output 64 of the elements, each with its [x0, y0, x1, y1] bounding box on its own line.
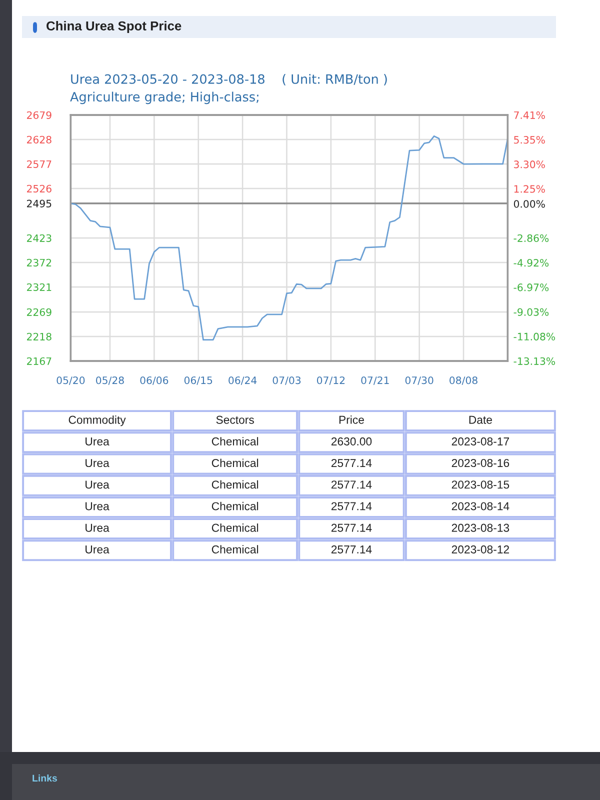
x-tick-label: 07/30 [405, 376, 434, 385]
y-tick-label: 2526 [27, 184, 52, 193]
y-tick-label: 2321 [27, 283, 52, 292]
category-label: Price [339, 415, 364, 424]
text: 2577.14 [331, 480, 372, 489]
y-tick-label: 2495 [27, 200, 52, 208]
y-tick-label: 2167 [27, 357, 52, 365]
text: 2023-08-13 [452, 524, 510, 532]
text: Urea [86, 524, 110, 532]
y-tick-label: 2679 [27, 111, 52, 119]
y2-tick-label: -9.03% [514, 308, 549, 316]
text: Chemical [212, 502, 258, 510]
x-tick-label: 06/24 [228, 376, 257, 385]
y2-tick-label: -6.97% [514, 284, 549, 292]
y2-tick-label: -11.08% [514, 332, 556, 340]
text: 2577.14 [331, 502, 372, 510]
text: Chemical [212, 545, 258, 554]
text: 2577.14 [331, 545, 372, 554]
text: 2023-08-12 [452, 545, 509, 554]
text: Urea [86, 459, 110, 468]
text: 2630.00 [331, 437, 372, 446]
x-tick-label: 07/12 [316, 376, 345, 385]
x-tick-label: 07/03 [272, 376, 301, 385]
text: Chemical [212, 458, 258, 468]
y-tick-label: 2372 [27, 258, 52, 266]
y-tick-label: 2218 [27, 332, 52, 340]
line-series [70, 135, 508, 341]
y2-tick-label: 7.41% [514, 111, 545, 119]
text: Chemical [212, 480, 258, 489]
y-tick-label: 2423 [27, 234, 52, 242]
y2-tick-label: -4.92% [514, 259, 549, 267]
text: Links [32, 774, 57, 782]
x-tick-label: 06/15 [184, 376, 212, 385]
chart-subtitle: Urea 2023-05-20 - 2023-08-18 ( Unit: RMB/ton ) Agriculture grade; High-class; [70, 74, 387, 104]
x-tick-label: 06/06 [140, 376, 168, 385]
text: 2023-08-15 [452, 480, 510, 489]
x-tick-label: 05/20 [56, 376, 85, 385]
category-label: Sectors [216, 416, 254, 424]
x-tick-label: 08/08 [450, 376, 478, 385]
text: 2577.14 [331, 524, 372, 532]
text: 2023-08-14 [452, 502, 510, 510]
text: 2023-08-16 [452, 458, 510, 468]
text: Chemical [212, 437, 258, 446]
text: Urea [86, 480, 110, 489]
x-tick-label: 07/21 [361, 376, 389, 385]
text: Urea [86, 438, 110, 446]
x-tick-label: 05/28 [96, 376, 124, 385]
text: Chemical [212, 523, 258, 532]
text: 2577.14 [331, 458, 372, 468]
category-label: Commodity [68, 415, 126, 426]
y2-tick-label: 0.00% [514, 200, 545, 208]
y2-tick-label: 3.30% [514, 160, 545, 168]
text: Urea [86, 546, 110, 554]
y2-tick-label: -2.86% [514, 234, 549, 242]
text: Urea [86, 502, 110, 510]
text: 2023-08-17 [452, 437, 509, 446]
y-tick-label: 2577 [27, 160, 52, 168]
y-tick-label: 2269 [27, 308, 52, 316]
y2-tick-label: 5.35% [514, 136, 545, 144]
y2-tick-label: -13.13% [514, 357, 556, 365]
y2-tick-label: 1.25% [514, 185, 545, 193]
y-tick-label: 2628 [27, 136, 52, 144]
category-label: Date [469, 416, 492, 424]
chart-title: China Urea Spot Price [46, 20, 182, 34]
